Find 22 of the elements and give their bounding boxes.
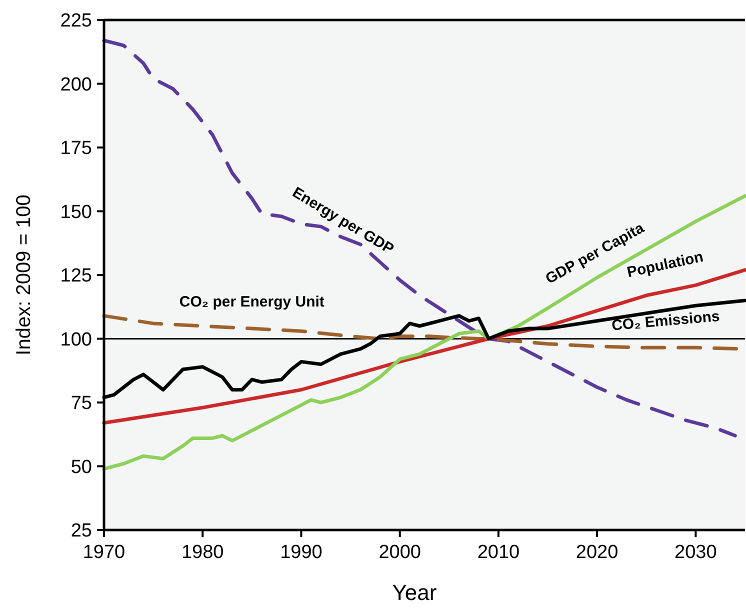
x-tick-label: 2010	[477, 542, 520, 563]
y-tick-label: 100	[60, 329, 92, 350]
y-tick-label: 25	[70, 520, 92, 542]
y-tick-label: 175	[60, 138, 92, 160]
y-tick-label: 150	[60, 202, 92, 223]
y-tick-label: 50	[70, 456, 92, 478]
series-label: CO₂ Emissions	[610, 308, 720, 334]
y-tick-label: 75	[70, 393, 92, 414]
x-tick-label: 1970	[82, 542, 126, 563]
text: Population	[626, 248, 705, 282]
x-tick-label: 2020	[576, 542, 618, 563]
x-tick-label: 2030	[674, 542, 717, 563]
x-tick-label: 1980	[181, 542, 224, 563]
x-tick-label: 1990	[280, 542, 322, 563]
line-series	[102, 38, 737, 438]
y-tick-label: 125	[60, 266, 92, 287]
y-tick-label: 200	[60, 74, 92, 96]
series-label: CO₂ per Energy Unit	[179, 294, 324, 311]
y-tick-label: 225	[60, 10, 92, 32]
y-axis-title: Index: 2009 = 100	[13, 194, 35, 356]
x-tick-label: 2000	[378, 542, 421, 563]
x-axis-title: Year	[392, 580, 437, 605]
